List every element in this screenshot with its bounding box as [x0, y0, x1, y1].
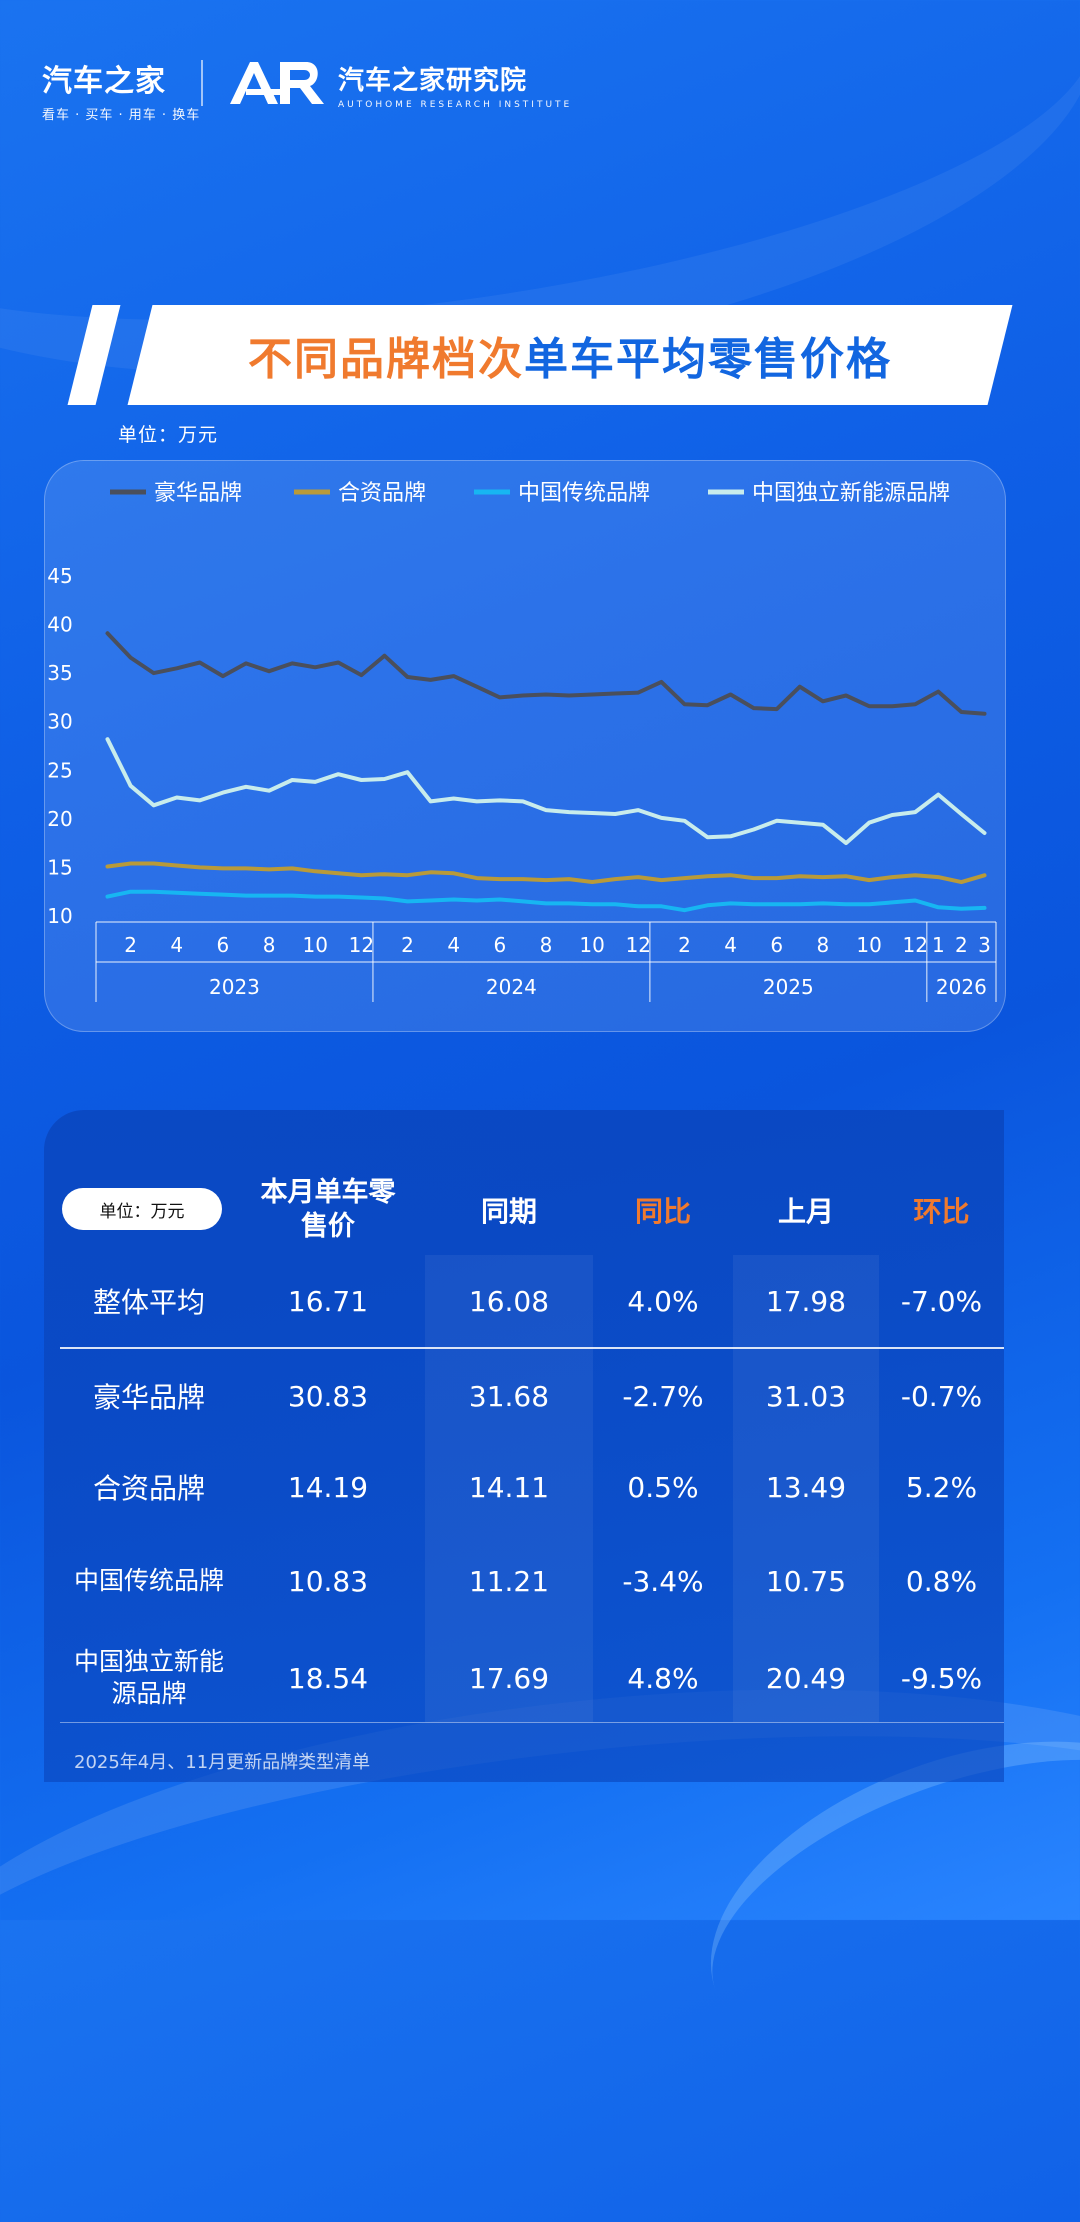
chart-panel	[44, 460, 1006, 1032]
x-tick-label: 8	[540, 933, 553, 957]
legend-label: 合资品牌	[338, 481, 426, 506]
table-cell: 30.83	[287, 1379, 369, 1413]
table-cell: -2.7%	[622, 1379, 704, 1413]
year-label: 2024	[486, 975, 537, 999]
legend-label: 中国独立新能源品牌	[752, 481, 950, 506]
brand-slogan: 看车 · 买车 · 用车 · 换车	[42, 108, 201, 123]
brand-name: 汽车之家	[42, 64, 166, 99]
table-header-cell: 同期	[480, 1195, 537, 1228]
series-line	[105, 889, 987, 913]
x-tick-label: 4	[170, 933, 183, 957]
x-tick-label: 2	[401, 933, 414, 957]
x-tick-label: 10	[303, 933, 328, 957]
table-cell: 0.8%	[905, 1564, 978, 1598]
y-tick-label: 45	[47, 564, 72, 588]
legend-label: 豪华品牌	[154, 481, 242, 506]
x-tick-label: 4	[447, 933, 460, 957]
series-line	[105, 861, 987, 885]
y-tick-label: 20	[47, 807, 72, 831]
institute-english-name: AUTOHOME RESEARCH INSTITUTE	[338, 100, 573, 110]
x-tick-label: 8	[263, 933, 276, 957]
brand-divider	[201, 60, 203, 106]
x-tick-label: 6	[770, 933, 783, 957]
table-cell: 31.03	[765, 1379, 847, 1413]
x-tick-label: 3	[978, 933, 991, 957]
x-tick-label: 4	[724, 933, 737, 957]
table-cell: 16.71	[287, 1284, 369, 1318]
column-shade	[733, 1255, 879, 1722]
title-part-1: 不同品牌档次	[248, 334, 524, 385]
autohome-brand: 汽车之家 看车 · 买车 · 用车 · 换车	[42, 56, 200, 123]
table-cell: -3.4%	[622, 1564, 704, 1598]
table-bottom-rule	[60, 1722, 1004, 1723]
row-label: 整体平均	[92, 1286, 205, 1319]
column-shade	[425, 1255, 593, 1722]
title-part-2: 单车平均零售价格	[524, 334, 892, 385]
y-tick-label: 10	[47, 904, 72, 928]
table-cell: 14.19	[287, 1470, 369, 1504]
table-cell: 5.2%	[905, 1470, 978, 1504]
table-cell: -9.5%	[900, 1661, 983, 1695]
table-header-cell: 环比	[913, 1195, 970, 1228]
table-cell: 18.54	[287, 1661, 369, 1695]
table-cell: 17.69	[468, 1661, 550, 1695]
table-cell: -7.0%	[900, 1284, 983, 1318]
institute-name: 汽车之家研究院	[338, 66, 528, 96]
x-tick-label: 12	[349, 933, 374, 957]
table-cell: 31.68	[468, 1379, 550, 1413]
table-cell: 4.8%	[627, 1661, 699, 1695]
x-tick-label: 2	[955, 933, 968, 957]
table-cell: 4.0%	[627, 1284, 699, 1318]
x-tick-label: 10	[579, 933, 604, 957]
y-tick-label: 40	[47, 613, 72, 637]
year-label: 2026	[936, 975, 987, 999]
row-label: 中国独立新能源品牌	[74, 1647, 225, 1708]
table-cell: 10.75	[765, 1564, 847, 1598]
x-tick-label: 10	[856, 933, 881, 957]
table-cell: 20.49	[765, 1661, 847, 1695]
year-label: 2023	[209, 975, 260, 999]
table-cell: 11.21	[468, 1564, 550, 1598]
table-cell: 14.11	[468, 1470, 550, 1504]
x-tick-label: 6	[217, 933, 230, 957]
table-header-cell: 本月单车零售价	[260, 1177, 396, 1242]
y-tick-label: 30	[47, 710, 72, 734]
x-tick-label: 6	[493, 933, 506, 957]
table-header-cell: 上月	[777, 1195, 834, 1228]
table-header-cell: 同比	[634, 1195, 691, 1228]
page-title: 不同品牌档次 单车平均零售价格	[140, 305, 1000, 405]
table-cell: 10.83	[287, 1564, 369, 1598]
table-divider	[60, 1347, 1004, 1349]
unit-pill: 单位：万元	[62, 1188, 222, 1230]
x-tick-label: 1	[932, 933, 945, 957]
table-cell: 17.98	[765, 1284, 847, 1318]
series-line	[105, 631, 987, 716]
y-tick-label: 15	[47, 855, 72, 879]
row-label: 豪华品牌	[92, 1381, 205, 1414]
table-cell: -0.7%	[900, 1379, 983, 1413]
institute-logo-icon	[230, 62, 324, 104]
row-label: 合资品牌	[92, 1472, 205, 1505]
table-cell: 0.5%	[627, 1470, 699, 1504]
table-cell: 16.08	[468, 1284, 550, 1318]
year-label: 2025	[763, 975, 814, 999]
y-tick-label: 25	[47, 758, 72, 782]
institute-brand: 汽车之家研究院 AUTOHOME RESEARCH INSTITUTE	[338, 60, 572, 110]
chart-unit-label: 单位：万元	[118, 424, 219, 446]
x-tick-label: 12	[903, 933, 928, 957]
x-tick-label: 12	[626, 933, 651, 957]
series-line	[105, 737, 987, 846]
table-footnote: 2025年4月、11月更新品牌类型清单	[74, 1752, 371, 1773]
y-tick-label: 35	[47, 661, 72, 685]
x-tick-label: 2	[124, 933, 137, 957]
table-cell: 13.49	[765, 1470, 847, 1504]
x-tick-label: 8	[817, 933, 830, 957]
legend-label: 中国传统品牌	[518, 481, 650, 506]
row-label: 中国传统品牌	[73, 1566, 224, 1595]
x-tick-label: 2	[678, 933, 691, 957]
